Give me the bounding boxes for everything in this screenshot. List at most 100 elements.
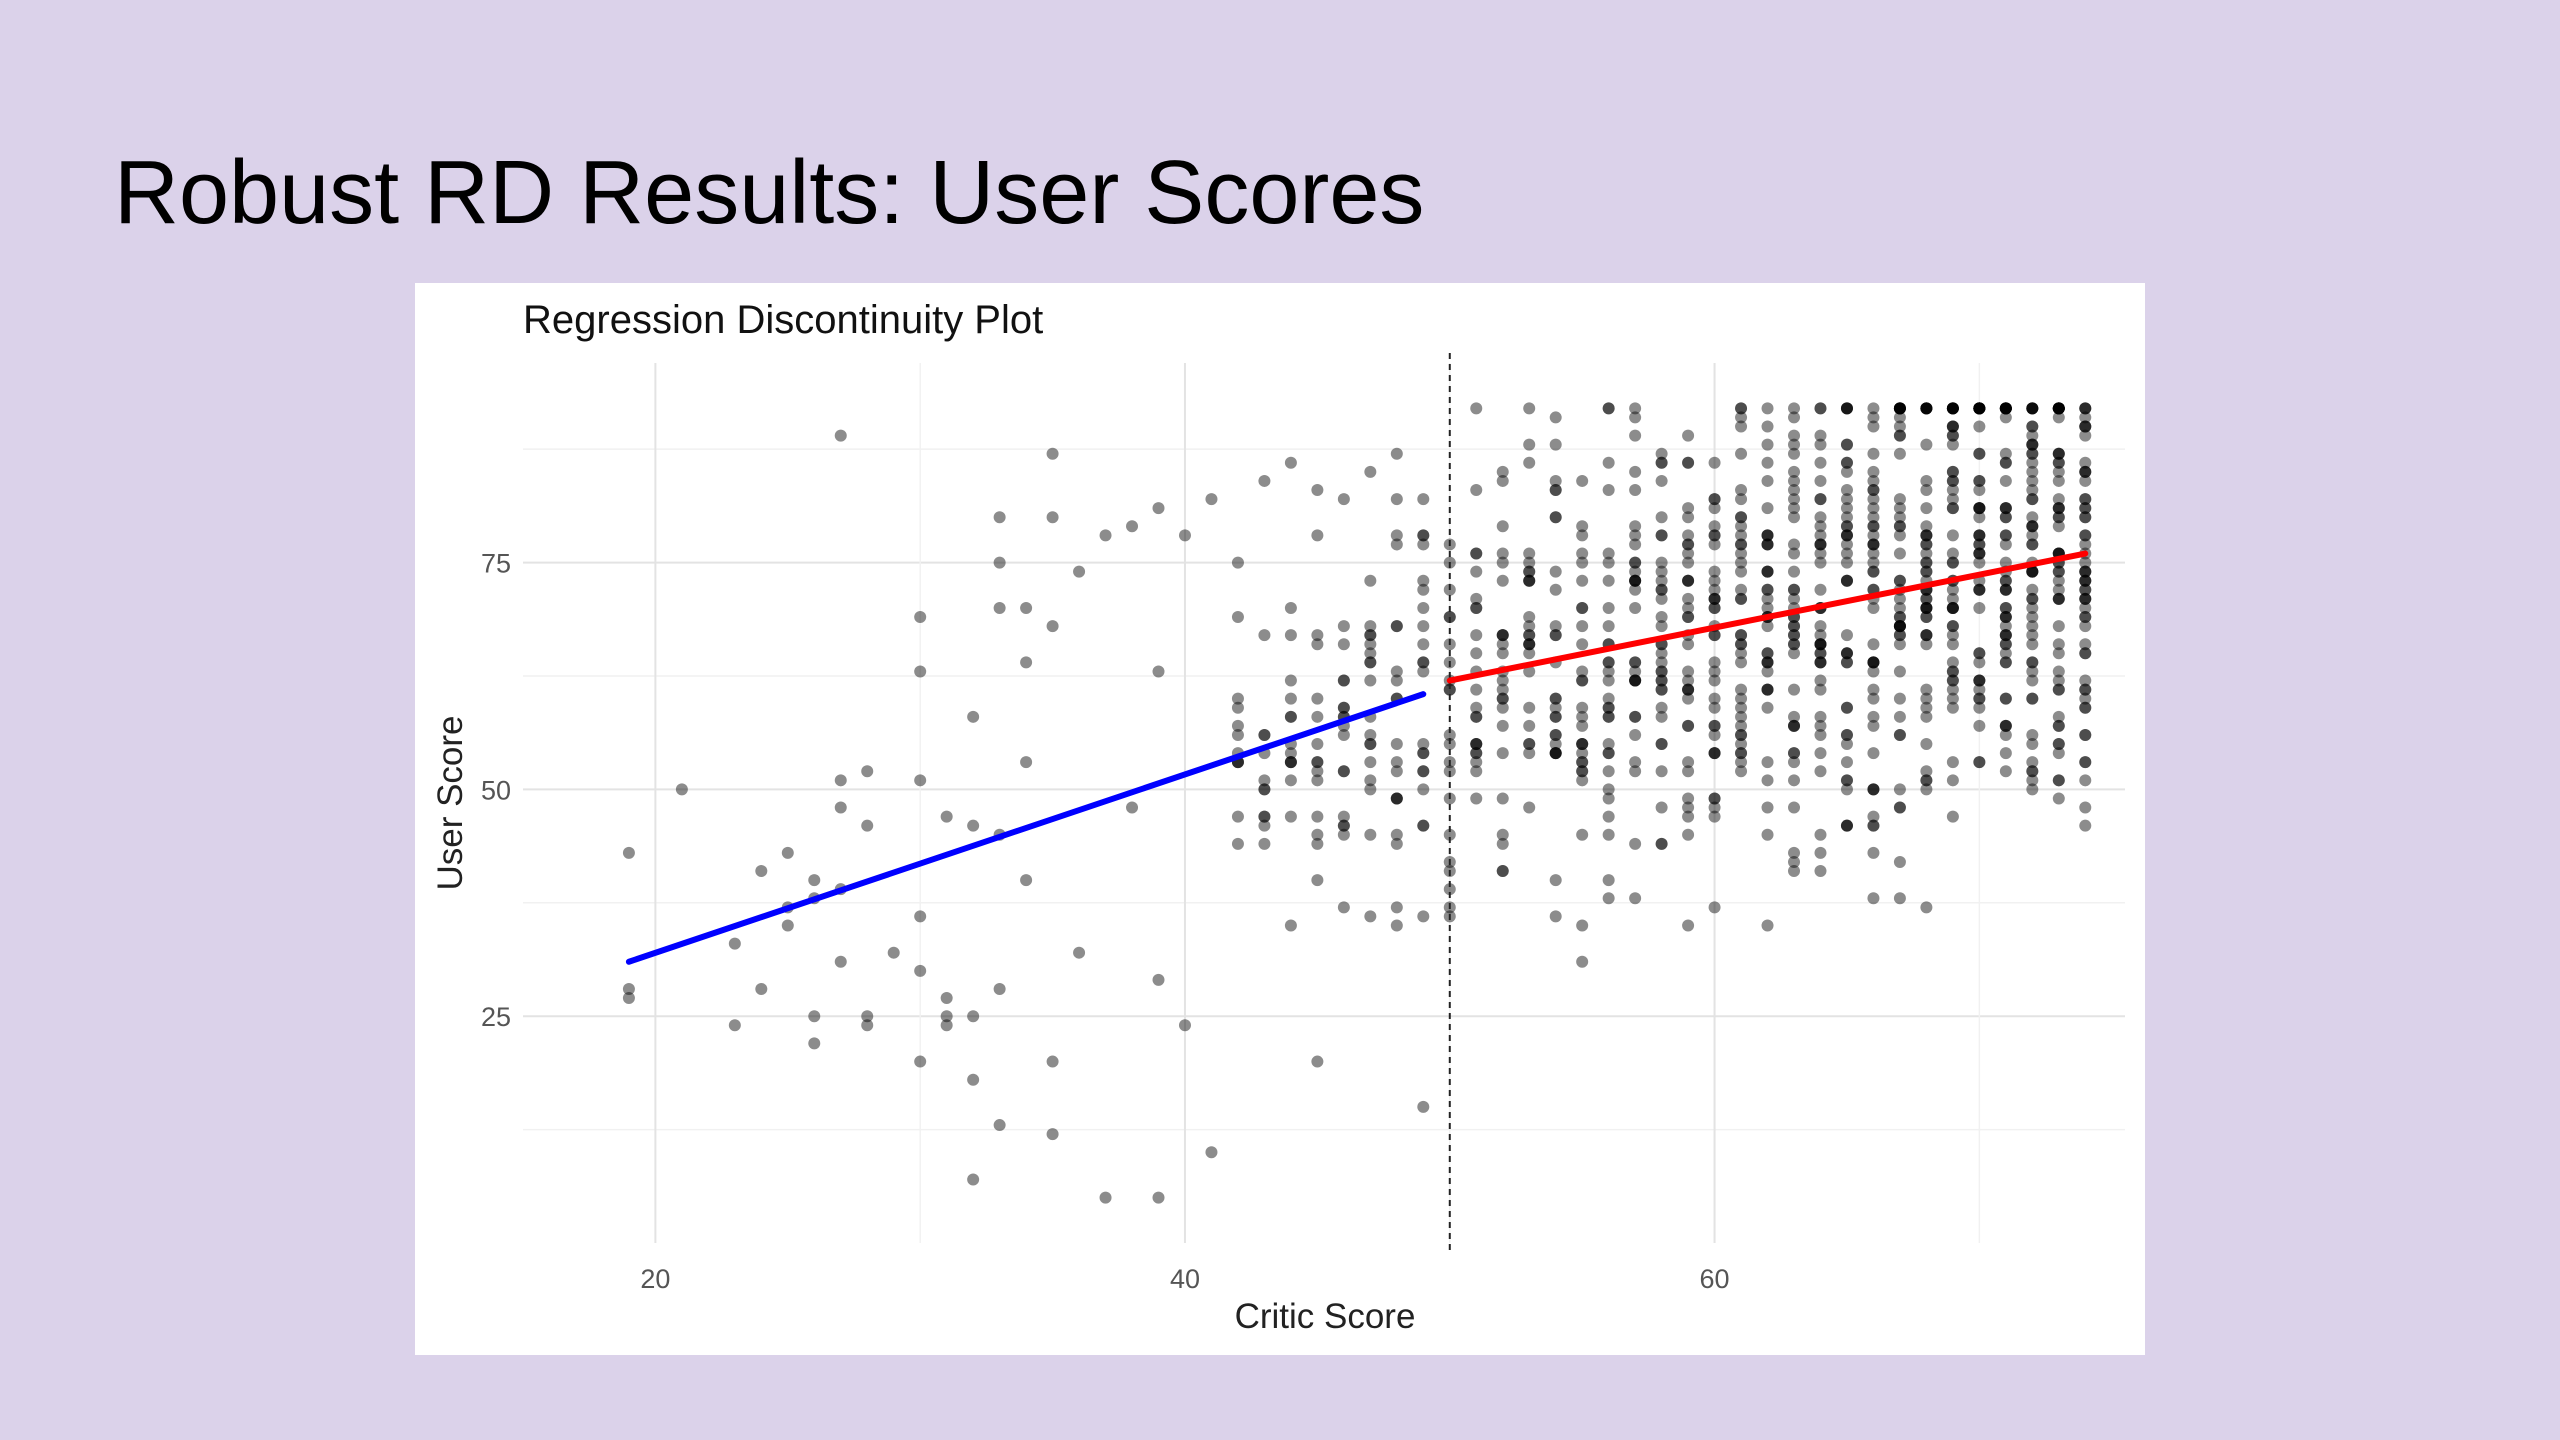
data-point (1337, 819, 1350, 832)
data-point (1999, 601, 2012, 614)
data-point (2079, 701, 2092, 714)
data-point (1708, 792, 1721, 805)
data-point (2079, 638, 2092, 651)
data-point (1893, 629, 1906, 642)
data-point (1920, 629, 1933, 642)
data-point (1655, 683, 1668, 696)
data-point (755, 982, 768, 995)
data-point (1893, 520, 1906, 533)
data-point (1788, 484, 1801, 497)
data-point (1655, 801, 1668, 814)
data-point (1840, 465, 1853, 478)
data-point (1337, 674, 1350, 687)
data-point (1867, 547, 1880, 560)
data-point (2026, 765, 2039, 778)
data-point (1708, 493, 1721, 506)
data-point (1655, 592, 1668, 605)
data-point (1867, 783, 1880, 796)
data-point (1788, 583, 1801, 596)
data-point (887, 946, 900, 959)
data-point (1999, 629, 2012, 642)
data-point (1523, 638, 1536, 651)
data-point (1682, 919, 1695, 932)
data-point (1390, 792, 1403, 805)
data-point (1735, 411, 1748, 424)
data-point (1708, 747, 1721, 760)
data-point (940, 810, 953, 823)
data-point (1364, 638, 1377, 651)
data-point (1946, 402, 1959, 415)
data-point (1867, 819, 1880, 832)
data-point (1946, 402, 1959, 415)
data-point (1973, 402, 1986, 415)
data-point (1761, 529, 1774, 542)
data-point (1682, 601, 1695, 614)
data-point (2052, 792, 2065, 805)
data-point (1443, 683, 1456, 696)
data-point (1602, 765, 1615, 778)
data-point (1867, 511, 1880, 524)
data-point (1840, 529, 1853, 542)
data-point (1655, 683, 1668, 696)
data-point (1735, 493, 1748, 506)
data-point (1814, 647, 1827, 660)
data-point (1893, 402, 1906, 415)
data-point (1973, 402, 1986, 415)
data-point (1523, 638, 1536, 651)
data-point (1284, 456, 1297, 469)
data-point (1814, 474, 1827, 487)
data-point (1920, 529, 1933, 542)
data-point (2026, 520, 2039, 533)
data-point (1761, 756, 1774, 769)
data-point (2026, 484, 2039, 497)
data-point (2026, 638, 2039, 651)
data-point (1999, 611, 2012, 624)
data-point (1788, 583, 1801, 596)
data-point (1946, 465, 1959, 478)
data-point (1443, 883, 1456, 896)
data-point (1761, 565, 1774, 578)
data-point (1629, 837, 1642, 850)
data-point (2052, 511, 2065, 524)
data-point (1099, 1191, 1112, 1204)
data-point (1708, 665, 1721, 678)
data-point (1443, 683, 1456, 696)
data-point (1761, 656, 1774, 669)
data-point (1946, 692, 1959, 705)
data-point (1496, 520, 1509, 533)
data-point (1761, 474, 1774, 487)
data-point (1258, 783, 1271, 796)
data-point (1999, 583, 2012, 596)
data-point (1867, 692, 1880, 705)
data-point (1231, 837, 1244, 850)
data-point (1549, 738, 1562, 751)
data-point (1655, 837, 1668, 850)
data-point (1629, 574, 1642, 587)
data-point (728, 937, 741, 950)
data-point (1735, 765, 1748, 778)
data-point (1973, 502, 1986, 515)
data-point (2052, 402, 2065, 415)
data-point (1523, 719, 1536, 732)
data-point (1311, 756, 1324, 769)
data-point (1390, 738, 1403, 751)
data-point (1576, 520, 1589, 533)
data-point (1629, 710, 1642, 723)
data-point (808, 1037, 821, 1050)
data-point (1788, 774, 1801, 787)
data-point (1920, 692, 1933, 705)
data-point (2026, 592, 2039, 605)
data-point (1761, 565, 1774, 578)
data-point (1602, 892, 1615, 905)
data-point (1602, 656, 1615, 669)
data-point (1814, 747, 1827, 760)
data-point (1973, 538, 1986, 551)
data-point (1549, 474, 1562, 487)
data-point (2026, 629, 2039, 642)
data-point (2079, 556, 2092, 569)
data-point (2052, 665, 2065, 678)
data-point (2079, 592, 2092, 605)
data-point (1867, 747, 1880, 760)
data-point (1523, 611, 1536, 624)
data-point (1999, 402, 2012, 415)
